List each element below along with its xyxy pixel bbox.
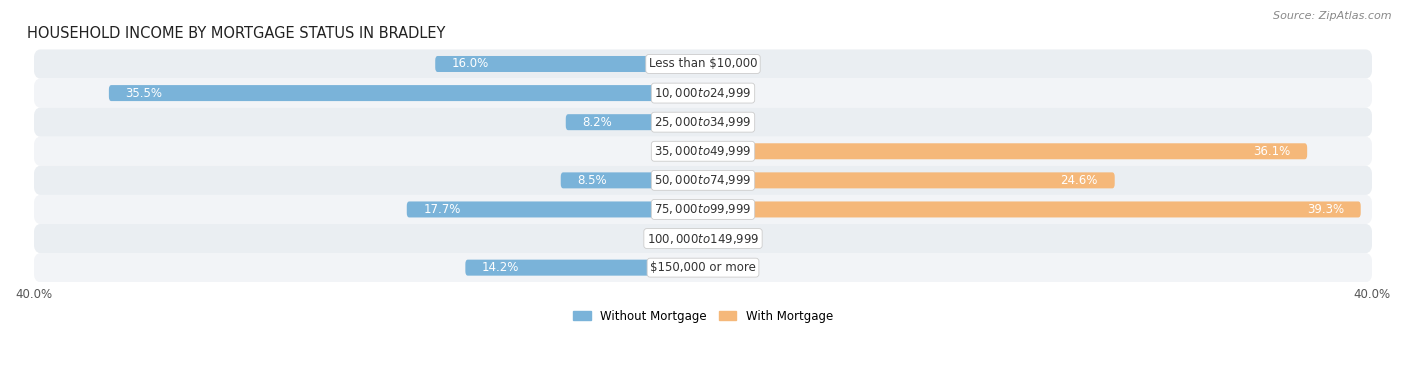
Text: 36.1%: 36.1%	[1253, 145, 1291, 158]
FancyBboxPatch shape	[34, 137, 1372, 166]
Text: 0.0%: 0.0%	[711, 261, 741, 274]
Text: $25,000 to $34,999: $25,000 to $34,999	[654, 115, 752, 129]
Text: $75,000 to $99,999: $75,000 to $99,999	[654, 203, 752, 217]
FancyBboxPatch shape	[34, 50, 1372, 79]
Text: 0.0%: 0.0%	[711, 232, 741, 245]
Text: Source: ZipAtlas.com: Source: ZipAtlas.com	[1274, 11, 1392, 21]
Text: $150,000 or more: $150,000 or more	[650, 261, 756, 274]
FancyBboxPatch shape	[34, 224, 1372, 253]
FancyBboxPatch shape	[108, 85, 703, 101]
FancyBboxPatch shape	[34, 253, 1372, 282]
Legend: Without Mortgage, With Mortgage: Without Mortgage, With Mortgage	[568, 305, 838, 327]
FancyBboxPatch shape	[436, 56, 703, 72]
FancyBboxPatch shape	[34, 108, 1372, 137]
FancyBboxPatch shape	[703, 172, 1115, 188]
FancyBboxPatch shape	[406, 201, 703, 217]
Text: $50,000 to $74,999: $50,000 to $74,999	[654, 174, 752, 187]
FancyBboxPatch shape	[565, 114, 703, 130]
Text: 39.3%: 39.3%	[1306, 203, 1344, 216]
Text: 14.2%: 14.2%	[482, 261, 519, 274]
FancyBboxPatch shape	[34, 195, 1372, 224]
Text: 8.5%: 8.5%	[578, 174, 607, 187]
Text: 0.0%: 0.0%	[711, 87, 741, 99]
Text: 0.0%: 0.0%	[711, 116, 741, 129]
FancyBboxPatch shape	[561, 172, 703, 188]
FancyBboxPatch shape	[703, 201, 1361, 217]
Text: $10,000 to $24,999: $10,000 to $24,999	[654, 86, 752, 100]
FancyBboxPatch shape	[34, 79, 1372, 108]
Text: $100,000 to $149,999: $100,000 to $149,999	[647, 232, 759, 246]
Text: 16.0%: 16.0%	[451, 57, 489, 71]
Text: 0.0%: 0.0%	[665, 145, 695, 158]
Text: 24.6%: 24.6%	[1060, 174, 1098, 187]
Text: Less than $10,000: Less than $10,000	[648, 57, 758, 71]
Text: 8.2%: 8.2%	[582, 116, 612, 129]
FancyBboxPatch shape	[703, 143, 1308, 159]
Text: HOUSEHOLD INCOME BY MORTGAGE STATUS IN BRADLEY: HOUSEHOLD INCOME BY MORTGAGE STATUS IN B…	[27, 26, 446, 41]
Text: 35.5%: 35.5%	[125, 87, 163, 99]
Text: 0.0%: 0.0%	[665, 232, 695, 245]
Text: 17.7%: 17.7%	[423, 203, 461, 216]
FancyBboxPatch shape	[34, 166, 1372, 195]
Text: $35,000 to $49,999: $35,000 to $49,999	[654, 144, 752, 158]
Text: 0.0%: 0.0%	[711, 57, 741, 71]
FancyBboxPatch shape	[465, 260, 703, 276]
